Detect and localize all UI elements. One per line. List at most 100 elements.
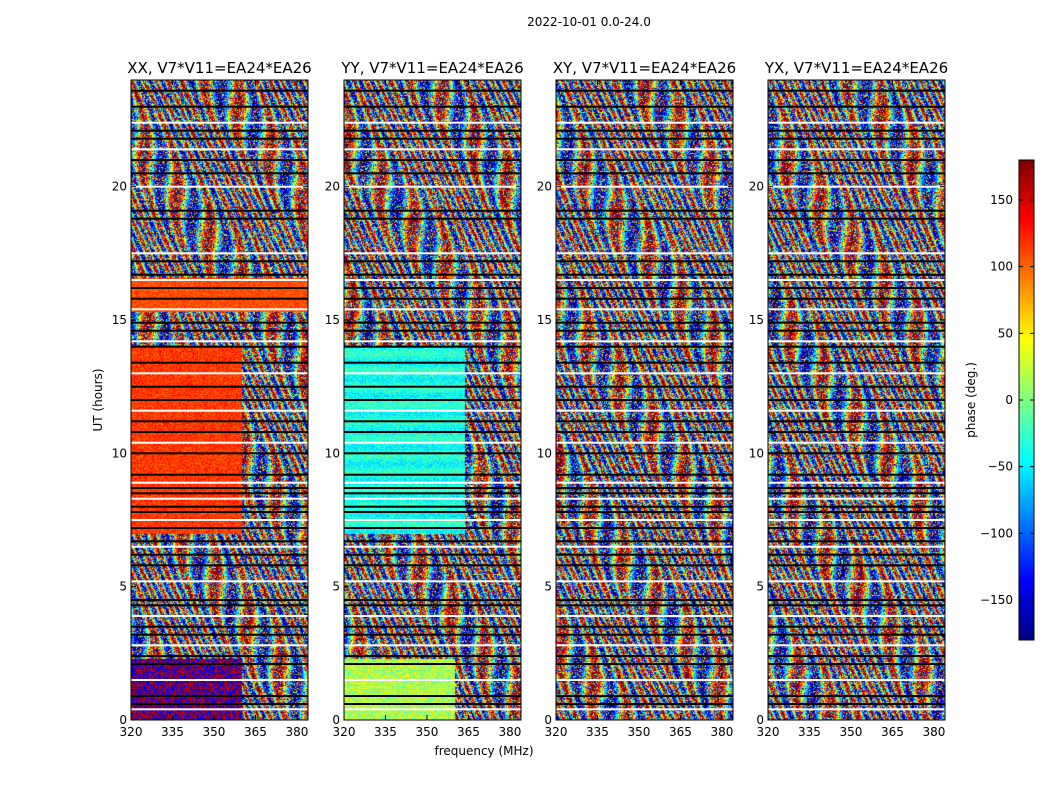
flagged-row [131,527,308,529]
flagged-row [344,703,521,705]
flagged-row [131,252,308,255]
flagged-row [768,481,945,484]
flagged-row [556,553,733,556]
flagged-row [768,625,945,628]
flagged-row [131,372,308,375]
x-tick-label: 320 [333,725,356,739]
flagged-row [344,129,521,132]
y-tick-label: 0 [119,713,127,727]
panel-cross-3: YX, V7*V11=EA24*EA26 320 335 350 365 380 0 5 10 1… [749,59,948,739]
flagged-row [768,148,945,151]
x-tick-label: 380 [710,725,733,739]
flagged-row [556,615,733,617]
flagged-row [344,505,521,508]
flagged-row [556,217,733,220]
flagged-row [344,409,521,412]
flagged-row [344,695,521,697]
flagged-row [131,273,308,276]
y-tick-label: 0 [332,713,340,727]
flagged-row [344,527,521,529]
flagged-row [556,297,733,300]
flagged-row [768,420,945,423]
flagged-row [768,644,945,647]
flagged-row [768,663,945,665]
flagged-row [344,321,521,324]
flagged-row [768,633,945,636]
flagged-row [131,121,308,124]
colorbar-tick-label: 50 [998,326,1013,340]
flagged-row [556,580,733,583]
x-tick-label: 365 [881,725,904,739]
flagged-row [556,564,733,567]
flagged-row [768,655,945,657]
flagged-row [344,137,521,140]
flagged-row [344,633,521,636]
x-tick-label: 335 [586,725,609,739]
flagged-row [344,481,521,484]
flagged-row [556,431,733,433]
flagged-row [768,473,945,476]
flagged-row [768,492,945,495]
flagged-row [344,297,521,300]
flagged-row [556,604,733,607]
flagged-row [556,372,733,375]
flagged-row [768,708,945,711]
flagged-row [768,431,945,433]
flagged-row [344,553,521,556]
flagged-row [344,545,521,548]
flagged-row [131,695,308,697]
flagged-row [344,497,521,500]
flagged-row [344,540,521,543]
flagged-row [131,172,308,175]
y-tick-label: 15 [112,313,127,327]
flagged-row [556,329,733,332]
flagged-row [131,345,308,348]
flagged-row [556,497,733,500]
flagged-row [768,399,945,401]
flagged-row [556,137,733,140]
flagged-row [131,308,308,311]
panel-frame [767,79,946,721]
x-tick-label: 320 [757,725,780,739]
flagged-row [556,409,733,412]
x-tick-label: 380 [285,725,308,739]
flagged-row [556,441,733,444]
flagged-row [556,260,733,263]
flagged-row [131,260,308,263]
flagged-row [768,553,945,556]
flagged-row [556,492,733,495]
x-tick-label: 365 [669,725,692,739]
x-tick-label: 350 [203,725,226,739]
flagged-row [556,663,733,665]
flagged-row [556,385,733,388]
x-tick-label: 320 [545,725,568,739]
flagged-row [131,431,308,433]
flagged-row [768,273,945,276]
flagged-row [768,511,945,513]
flagged-row [344,511,521,513]
y-tick-label: 20 [749,180,764,194]
flagged-row [131,361,308,364]
panel-yy-1: YY, V7*V11=EA24*EA26 320 335 350 365 380 0 5 10 1… [325,59,524,739]
flagged-row [344,452,521,455]
flagged-row [556,279,733,281]
flagged-row [556,420,733,423]
flagged-row [556,399,733,401]
flagged-row [556,473,733,476]
x-tick-label: 365 [457,725,480,739]
flagged-row [768,497,945,500]
flagged-row [768,703,945,705]
flagged-row [344,148,521,151]
flagged-row [131,185,308,188]
flagged-row [344,420,521,423]
flagged-row [768,308,945,311]
flagged-row [768,217,945,220]
y-tick-label: 5 [119,580,127,594]
flagged-row [131,679,308,681]
flagged-row [556,487,733,489]
panel-frame [343,79,522,721]
flagged-row [131,505,308,508]
colorbar-label: phase (deg.) [964,362,978,438]
flagged-row [556,599,733,601]
flagged-row [131,615,308,617]
